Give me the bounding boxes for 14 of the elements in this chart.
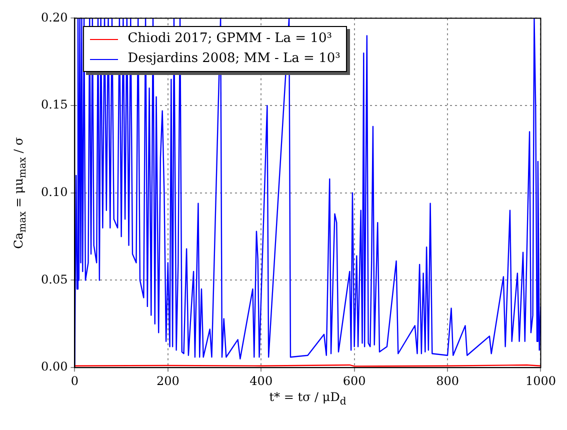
x-tick-label: 0 bbox=[70, 374, 79, 388]
y-tick-label: 0.05 bbox=[41, 272, 68, 286]
x-axis-title: t* = tσ / μD$_{d}$ bbox=[269, 390, 346, 407]
y-tick-label: 0.00 bbox=[41, 360, 68, 374]
x-tick-label: 400 bbox=[250, 374, 273, 388]
x-tick-label: 800 bbox=[436, 374, 459, 388]
y-tick-label: 0.20 bbox=[41, 10, 68, 24]
x-tick-label: 600 bbox=[342, 374, 366, 388]
y-tick-label: 0.15 bbox=[41, 98, 68, 112]
legend-label: Desjardins 2008; MM - La = 10³ bbox=[128, 50, 340, 68]
x-tick-label: 200 bbox=[156, 374, 180, 388]
legend-label: Chiodi 2017; GPMM - La = 10³ bbox=[128, 30, 332, 48]
x-tick-label: 1000 bbox=[525, 374, 556, 388]
y-tick-label: 0.10 bbox=[41, 185, 68, 200]
